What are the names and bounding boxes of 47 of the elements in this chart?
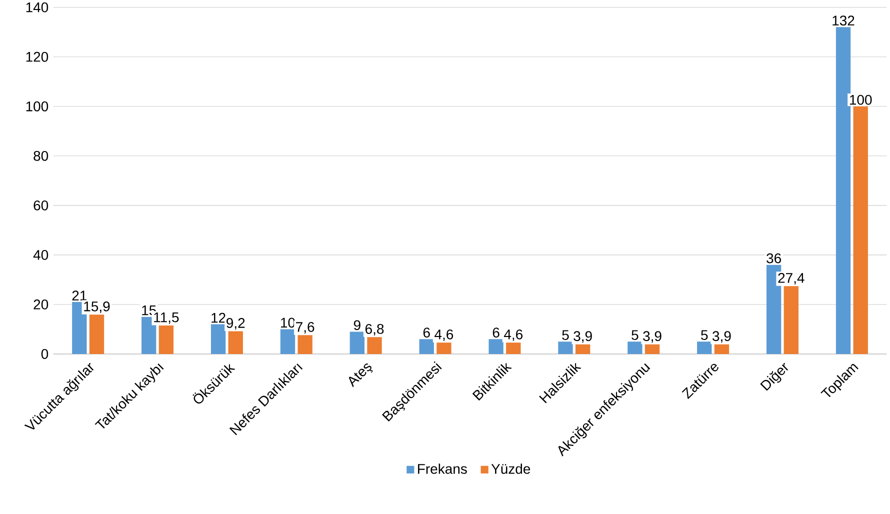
legend-label: Frekans	[418, 464, 467, 474]
y-tick-label: 80	[34, 150, 48, 161]
data-label: 9,2	[226, 318, 245, 330]
data-label: 6	[423, 328, 430, 338]
y-tick-label: 0	[41, 349, 48, 359]
x-tick-label: Ateş	[348, 363, 373, 388]
y-tick-label: 140	[26, 2, 48, 12]
legend-label: Yüzde	[491, 464, 530, 474]
bar	[298, 335, 312, 354]
data-label: 36	[766, 253, 781, 264]
bar	[558, 342, 573, 354]
data-label: 11,5	[154, 312, 179, 324]
data-label: 3,9	[574, 331, 592, 343]
bar	[853, 106, 868, 354]
y-tick-label: 40	[33, 250, 48, 260]
data-label: 5	[701, 330, 708, 340]
bar	[488, 339, 504, 354]
bar	[228, 331, 243, 354]
y-tick-label: 60	[34, 200, 48, 210]
data-label: 9	[354, 320, 360, 330]
bar	[506, 342, 521, 354]
bar	[367, 337, 382, 354]
data-label: 4,6	[504, 329, 523, 342]
data-label: 12	[212, 312, 226, 323]
data-label: 21	[72, 290, 86, 300]
data-label: 27,4	[778, 272, 804, 285]
data-label: 100	[850, 94, 872, 105]
bar	[436, 342, 452, 354]
y-tick-label: 20	[34, 300, 48, 310]
bar	[350, 332, 364, 354]
bar	[784, 286, 798, 354]
data-label: 132	[832, 16, 854, 26]
data-label: 5	[632, 330, 638, 340]
data-label: 4,6	[434, 329, 454, 342]
data-label: 6,8	[365, 324, 384, 336]
bar	[628, 342, 642, 354]
data-label: 3,9	[643, 331, 662, 343]
data-label: 15,9	[84, 301, 110, 314]
bar	[158, 326, 174, 354]
data-label: 7,6	[296, 322, 314, 334]
data-label: 3,9	[712, 331, 731, 343]
bar	[419, 339, 434, 354]
y-tick-label: 100	[26, 101, 48, 112]
y-tick-label: 120	[26, 52, 48, 62]
bar	[697, 342, 712, 354]
data-label: 6	[492, 328, 500, 338]
data-label: 5	[562, 330, 569, 340]
